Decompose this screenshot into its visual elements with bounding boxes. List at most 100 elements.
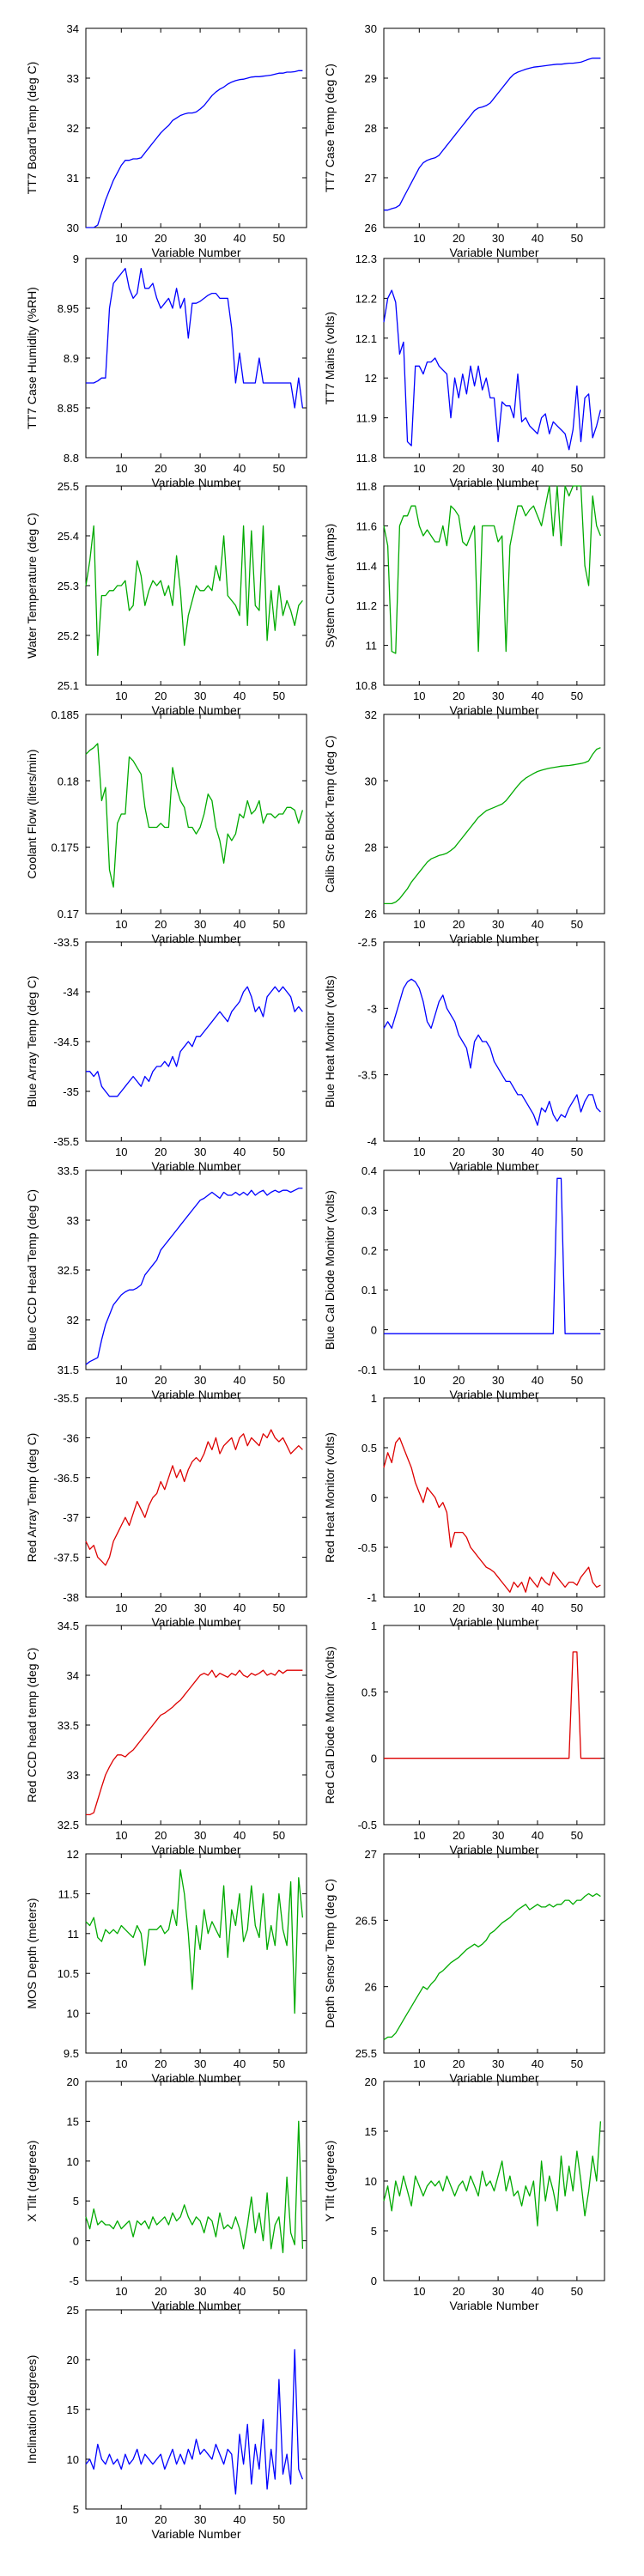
x-axis-label: Variable Number — [449, 1615, 538, 1629]
y-tick-label: 0.175 — [51, 841, 79, 854]
series-line — [85, 1868, 304, 2014]
chart-panel-7: 10 20 30 40 50 0.17 0.175 0.18 0.185 Variable Num… — [25, 708, 307, 945]
x-tick-label: 40 — [532, 2285, 544, 2298]
x-tick-label: 40 — [234, 232, 246, 245]
plot-frame — [85, 1170, 307, 1370]
y-tick-label: -2.5 — [358, 936, 377, 949]
y-tick-label: 11.5 — [58, 1887, 79, 1900]
plot-frame — [383, 27, 605, 228]
y-tick-label: 20 — [67, 2075, 79, 2088]
y-tick-label: -38 — [63, 1591, 79, 1604]
x-tick-label: 50 — [571, 232, 583, 245]
series-line — [383, 978, 601, 1127]
x-tick-label: 20 — [453, 1601, 465, 1614]
x-tick-label: 50 — [273, 2057, 285, 2070]
y-axis-label: Blue CCD Head Temp (deg C) — [25, 1189, 39, 1351]
chart-panel-13: 10 20 30 40 50 -38 -37.5 -37 -36.5 -36 -35.5 Variab… — [25, 1392, 307, 1629]
x-axis-label: Variable Number — [151, 932, 240, 945]
y-tick-label: 8.85 — [58, 402, 79, 415]
x-tick-label: 40 — [234, 2285, 246, 2298]
y-axis-label: TT7 Case Temp (deg C) — [323, 64, 337, 192]
y-axis-label: Red CCD head temp (deg C) — [25, 1648, 39, 1803]
x-tick-label: 10 — [115, 232, 127, 245]
x-tick-label: 40 — [532, 1374, 544, 1387]
y-tick-label: 26.5 — [355, 1914, 377, 1927]
y-tick-label: 26 — [365, 222, 377, 234]
y-tick-label: 0.2 — [361, 1244, 377, 1257]
chart-panel-17: 10 20 30 40 50 9.5 10 10.5 11 11.5 12 Variable Numb… — [25, 1848, 307, 2085]
chart-panel-16: 10 20 30 40 50 -0.5 0 0.5 1 Variable Number Red Ca… — [323, 1619, 605, 1856]
x-axis-label: Variable Number — [449, 2071, 538, 2085]
series-line — [86, 1669, 303, 1816]
plot-frame — [383, 714, 605, 914]
y-axis-label: System Current (amps) — [323, 524, 337, 648]
x-tick-label: 30 — [492, 2285, 504, 2298]
x-tick-label: 40 — [234, 462, 246, 475]
y-tick-label: 0.5 — [361, 1442, 377, 1455]
y-tick-label: 31 — [67, 172, 79, 185]
x-tick-label: 40 — [234, 2513, 246, 2526]
y-tick-label: 32.5 — [58, 1264, 79, 1277]
x-axis-label: Variable Number — [151, 476, 240, 489]
series-line — [383, 2121, 602, 2227]
y-tick-label: 26 — [365, 908, 377, 920]
y-tick-label: -0.1 — [358, 1364, 377, 1376]
x-tick-label: 20 — [453, 2285, 465, 2298]
series-line — [85, 743, 304, 888]
y-tick-label: 9 — [73, 252, 79, 265]
x-axis-label: Variable Number — [449, 932, 538, 945]
y-tick-label: 0.4 — [361, 1164, 377, 1177]
y-axis-label: Y Tilt (degrees) — [323, 2141, 337, 2222]
x-axis-label: Variable Number — [151, 2299, 240, 2312]
y-tick-label: 0.3 — [361, 1204, 377, 1217]
y-tick-label: 25.3 — [58, 580, 79, 592]
y-tick-label: 15 — [67, 2403, 79, 2416]
x-tick-label: 30 — [194, 918, 206, 931]
x-tick-label: 10 — [115, 462, 127, 475]
x-tick-label: 10 — [115, 918, 127, 931]
chart-panel-15: 10 20 30 40 50 32.5 33 33.5 34 34.5 Variable Numbe… — [25, 1619, 307, 1856]
x-tick-label: 10 — [413, 1829, 425, 1842]
x-tick-label: 50 — [571, 918, 583, 931]
x-tick-label: 40 — [532, 918, 544, 931]
y-tick-label: 15 — [67, 2115, 79, 2128]
plot-frame — [85, 1397, 307, 1598]
y-tick-label: 30 — [365, 22, 377, 35]
y-tick-label: 31.5 — [58, 1364, 79, 1376]
y-tick-label: 8.95 — [58, 302, 79, 315]
x-tick-label: 40 — [532, 1601, 544, 1614]
y-tick-label: 27 — [365, 1848, 377, 1861]
x-tick-label: 30 — [492, 1601, 504, 1614]
y-tick-label: 33 — [67, 72, 79, 85]
x-tick-label: 20 — [453, 1374, 465, 1387]
x-tick-label: 30 — [194, 1829, 206, 1842]
y-tick-label: 26 — [365, 1981, 377, 1994]
x-tick-label: 10 — [115, 1601, 127, 1614]
y-tick-label: 32 — [365, 708, 377, 721]
x-tick-label: 50 — [571, 2285, 583, 2298]
x-tick-label: 50 — [273, 1829, 285, 1842]
x-tick-label: 10 — [115, 2513, 127, 2526]
y-tick-label: 8.9 — [64, 352, 79, 365]
y-tick-label: 12.3 — [355, 252, 377, 265]
y-tick-label: 28 — [365, 122, 377, 135]
x-tick-label: 10 — [115, 2057, 127, 2070]
y-tick-label: -0.5 — [358, 1541, 377, 1554]
series-line — [384, 58, 601, 211]
x-tick-label: 50 — [273, 462, 285, 475]
x-tick-label: 20 — [155, 462, 167, 475]
series-line — [85, 1429, 303, 1566]
x-axis-label: Variable Number — [151, 2527, 240, 2541]
y-tick-label: 9.5 — [64, 2047, 79, 2060]
x-tick-label: 50 — [571, 1374, 583, 1387]
x-tick-label: 50 — [571, 1829, 583, 1842]
y-axis-label: Blue Array Temp (deg C) — [25, 975, 39, 1107]
x-tick-label: 10 — [115, 1145, 127, 1158]
y-tick-label: 11 — [366, 640, 378, 653]
y-axis-label: Blue Heat Monitor (volts) — [323, 975, 337, 1108]
y-tick-label: 11.9 — [356, 412, 377, 425]
plot-frame — [85, 1853, 307, 2054]
